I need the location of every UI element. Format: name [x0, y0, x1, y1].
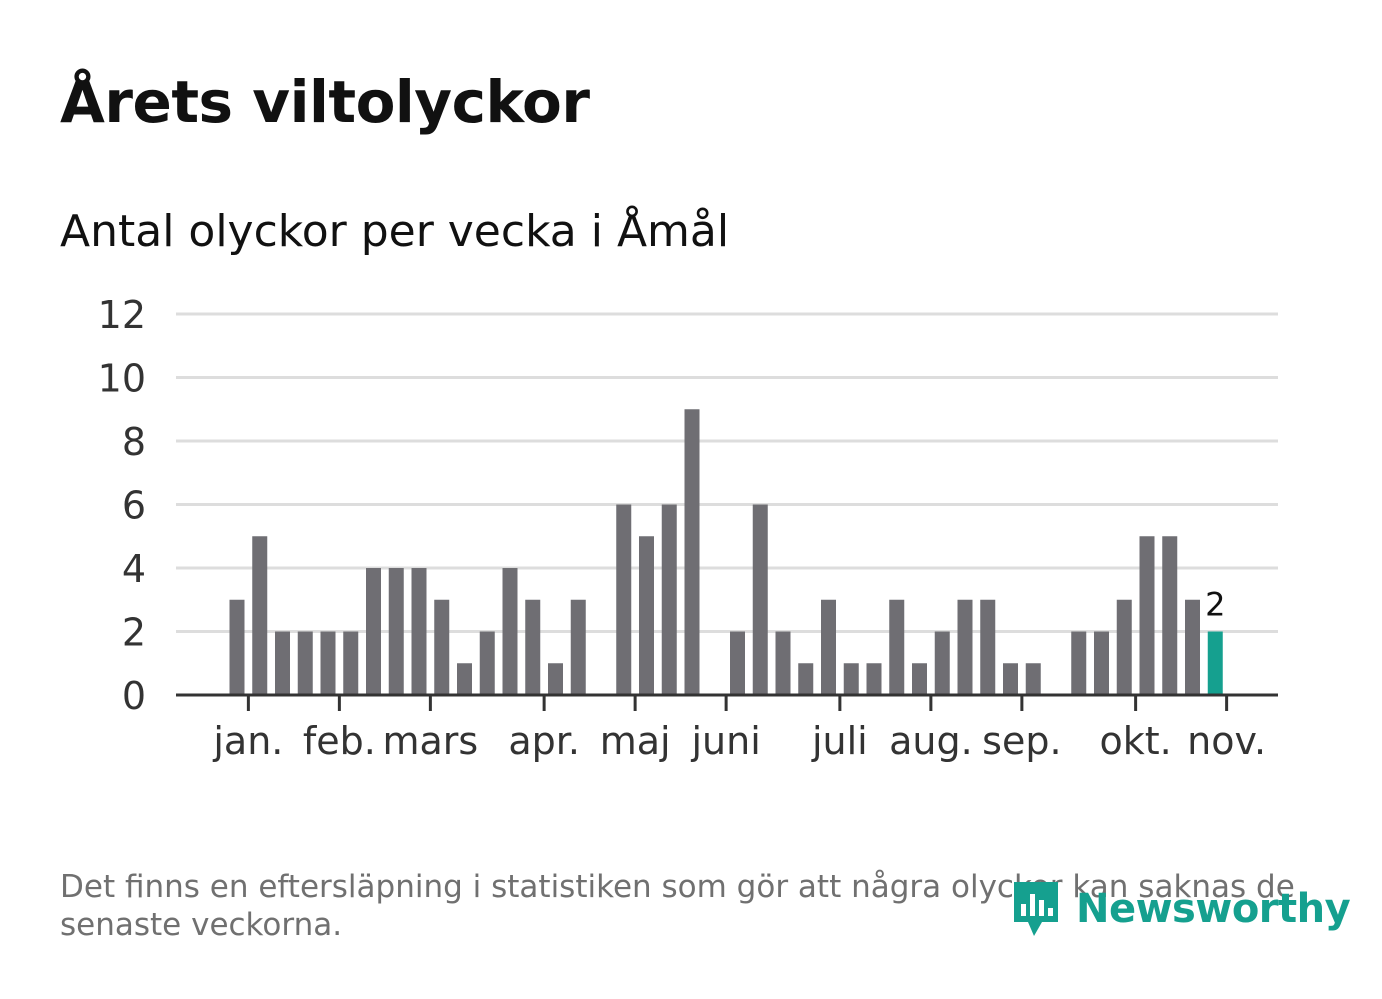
x-axis-labels: jan. feb. mars apr. maj juni juli aug. sep. okt. n… [212, 719, 1266, 763]
bar [1162, 536, 1178, 695]
y-tick-label: 0 [122, 674, 146, 718]
bar [1025, 663, 1041, 695]
bar [798, 663, 814, 695]
bar [957, 599, 973, 695]
highlight-value-label: 2 [1205, 586, 1225, 624]
bar [1094, 631, 1109, 695]
bar [548, 663, 563, 695]
gridlines [176, 312, 1278, 633]
x-tick-label: juni [690, 719, 760, 763]
bar [479, 631, 495, 695]
bar [570, 599, 586, 695]
y-axis-labels: 0 2 4 6 8 10 12 [98, 293, 146, 718]
bar [843, 663, 859, 695]
bar [639, 536, 654, 695]
bar [866, 663, 882, 695]
x-tick-label: maj [600, 719, 671, 763]
bars: 2 [229, 409, 1225, 695]
x-tick-label: mars [383, 719, 479, 763]
y-tick-label: 12 [98, 293, 146, 337]
bar [1139, 536, 1155, 695]
bar [730, 631, 745, 695]
bar [1185, 599, 1200, 695]
chart-title: Årets viltolyckor [60, 68, 590, 136]
bar [275, 631, 290, 695]
newsworthy-logo-icon [1014, 882, 1058, 936]
bar [1071, 631, 1087, 695]
bar [616, 504, 632, 695]
x-tick-label: jan. [212, 719, 283, 763]
bar [252, 536, 268, 695]
x-tick-label: aug. [889, 719, 973, 763]
y-tick-label: 10 [98, 357, 146, 401]
bar-highlight [1207, 631, 1223, 695]
y-tick-label: 2 [122, 611, 146, 655]
bar [684, 409, 700, 695]
x-axis [176, 693, 1278, 711]
bar [775, 631, 791, 695]
bar [343, 631, 359, 695]
bar [661, 504, 677, 695]
x-tick-label: sep. [982, 719, 1061, 763]
y-tick-label: 6 [122, 484, 146, 528]
x-tick-label: juli [811, 719, 868, 763]
bar [320, 631, 336, 695]
bar [1003, 663, 1018, 695]
footnote: Det finns en eftersläpning i statistiken… [60, 869, 1295, 943]
bar [934, 631, 950, 695]
bar [366, 568, 381, 695]
bar [821, 599, 836, 695]
bar [525, 599, 541, 695]
bar [912, 663, 927, 695]
bar [752, 504, 768, 695]
bar [229, 599, 245, 695]
bar [297, 631, 313, 695]
bar [411, 568, 427, 695]
bar [388, 568, 404, 695]
bar [434, 599, 450, 695]
x-tick-label: nov. [1187, 719, 1266, 763]
brand-name: Newsworthy [1076, 886, 1351, 932]
x-tick-label: okt. [1100, 719, 1172, 763]
bar [980, 599, 996, 695]
y-tick-label: 8 [122, 420, 146, 464]
x-tick-label: feb. [303, 719, 376, 763]
x-tick-label: apr. [508, 719, 580, 763]
bar [457, 663, 472, 695]
y-tick-label: 4 [122, 547, 146, 591]
bar [502, 568, 518, 695]
bar [1116, 599, 1132, 695]
bar [889, 599, 905, 695]
chart-subtitle: Antal olyckor per vecka i Åmål [60, 206, 730, 257]
brand-logo: Newsworthy [1010, 878, 1351, 940]
